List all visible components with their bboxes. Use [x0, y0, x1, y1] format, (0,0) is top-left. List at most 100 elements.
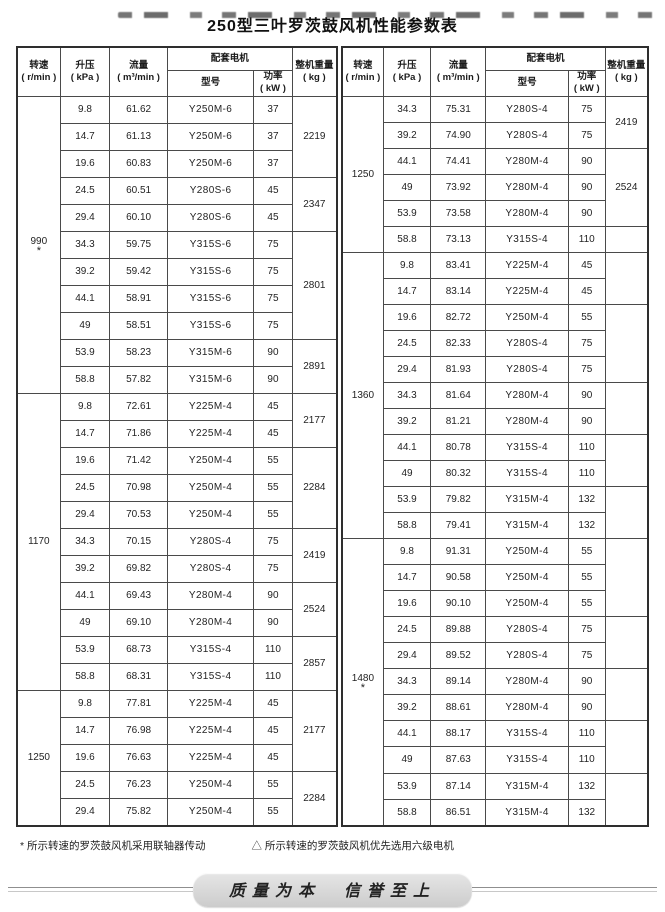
cell-flow: 69.43	[109, 581, 168, 610]
table-row: 24.5 89.88 Y280S-4 75	[342, 616, 649, 670]
cell-model: Y315M-4	[485, 512, 569, 540]
cell-power: 55	[567, 564, 606, 592]
table-row: 58.8 68.31 Y315S-4 110	[17, 662, 337, 691]
cell-pressure: 53.9	[382, 486, 432, 514]
cell-pressure: 29.4	[382, 355, 432, 384]
table-row: 49 58.51 Y315S-6 75	[17, 311, 337, 340]
cell-power: 75	[567, 642, 606, 670]
table-row: 49 69.10 Y280M-4 90	[17, 608, 337, 637]
cell-flow: 71.42	[109, 446, 168, 475]
banner-slogan: 质量为本 信誉至上	[193, 872, 473, 907]
cell-flow: 60.10	[109, 203, 168, 232]
cell-pressure: 29.4	[59, 500, 111, 529]
cell-pressure: 24.5	[382, 329, 432, 358]
col-header-speed: 转速( r/min )	[341, 46, 384, 97]
tables-container: 转速( r/min ) 升压( kPa ) 流量( m³/min ) 配套电机 整机重量…	[0, 46, 665, 827]
cell-flow: 74.90	[430, 121, 487, 149]
cell-pressure: 29.4	[59, 797, 111, 827]
cell-model: Y280S-4	[485, 95, 569, 123]
table-row: 24.5 70.98 Y250M-4 55	[17, 473, 337, 502]
cell-model: Y225M-4	[485, 251, 569, 279]
cell-model: Y315S-4	[485, 720, 569, 748]
cell-power: 90	[253, 608, 293, 637]
cell-model: Y280M-4	[166, 608, 255, 637]
col-header-flow: 流量( m³/min )	[430, 46, 487, 97]
cell-pressure: 44.1	[382, 720, 432, 748]
cell-flow: 70.98	[109, 473, 168, 502]
cell-flow: 81.64	[430, 382, 487, 410]
cell-model: Y250M-4	[485, 538, 569, 566]
cell-flow: 89.88	[430, 616, 487, 644]
cell-model: Y280S-4	[485, 355, 569, 384]
cell-flow: 90.58	[430, 564, 487, 592]
cell-pressure: 19.6	[382, 590, 432, 618]
table-row: 58.8 86.51 Y315M-4 132	[342, 798, 648, 827]
cell-model: Y225M-4	[166, 716, 255, 745]
cell-model: Y315M-4	[485, 772, 569, 800]
cell-power: 37	[253, 122, 293, 151]
cell-model: Y250M-4	[166, 473, 255, 502]
cell-flow: 91.31	[430, 538, 487, 566]
cell-flow: 87.14	[430, 772, 487, 800]
cell-weight: 2524	[291, 581, 338, 637]
table-row: 53.9 73.58 Y280M-4 90	[342, 199, 648, 227]
cell-flow: 83.41	[430, 251, 487, 279]
cell-model: Y315M-4	[485, 486, 569, 514]
cell-power: 90	[253, 365, 293, 394]
cell-model: Y280M-4	[485, 408, 569, 436]
cell-model: Y315S-4	[485, 746, 569, 774]
cell-pressure: 58.8	[59, 365, 111, 394]
cell-power: 75	[253, 527, 293, 556]
cell-model: Y250M-4	[485, 590, 569, 618]
cell-flow: 76.98	[109, 716, 168, 745]
cell-power: 45	[253, 743, 293, 772]
cell-power: 55	[567, 590, 606, 618]
cell-power: 45	[253, 689, 293, 718]
cell-pressure: 44.1	[59, 284, 111, 313]
col-header-speed: 转速( r/min )	[16, 46, 61, 97]
cell-pressure: 9.8	[59, 689, 111, 718]
cell-flow: 86.51	[430, 798, 487, 827]
cell-power: 90	[567, 173, 606, 201]
cell-flow: 60.51	[109, 176, 168, 205]
cell-pressure: 19.6	[59, 743, 111, 772]
cell-flow: 81.21	[430, 408, 487, 436]
cell-weight: 2347	[291, 176, 338, 232]
cell-speed: 990 *	[16, 95, 61, 394]
col-header-flow: 流量( m³/min )	[109, 46, 168, 97]
cell-weight: 2177	[291, 392, 338, 448]
cell-flow: 90.10	[430, 590, 487, 618]
cell-power: 55	[253, 446, 293, 475]
performance-table-left: 转速( r/min ) 升压( kPa ) 流量( m³/min ) 配套电机 整机重量…	[16, 46, 338, 827]
cell-pressure: 49	[59, 608, 111, 637]
cell-model: Y315M-4	[485, 798, 569, 827]
cell-flow: 82.72	[430, 303, 487, 331]
cell-power: 110	[253, 662, 293, 691]
col-header-pressure: 升压( kPa )	[59, 46, 111, 97]
cell-power: 55	[253, 473, 293, 502]
cell-model: Y315S-4	[166, 662, 255, 691]
cell-weight: 2801	[291, 230, 338, 340]
cell-pressure: 39.2	[382, 121, 432, 149]
cell-weight	[604, 772, 649, 827]
col-header-model: 型号	[166, 70, 255, 97]
cell-model: Y225M-4	[166, 392, 255, 421]
cell-pressure: 58.8	[382, 798, 432, 827]
cell-pressure: 19.6	[382, 303, 432, 331]
cell-flow: 76.23	[109, 770, 168, 799]
cell-power: 90	[567, 668, 606, 696]
table-row: 34.3 81.64 Y280M-4 90	[342, 382, 649, 436]
cell-power: 90	[253, 581, 293, 610]
cell-model: Y315S-4	[485, 460, 569, 488]
cell-pressure: 14.7	[382, 277, 432, 305]
cell-weight	[604, 303, 649, 384]
cell-pressure: 24.5	[382, 616, 432, 644]
cell-power: 110	[567, 746, 606, 774]
table-row: 1170 9.8 72.61 Y225M-4 45 2177	[16, 392, 338, 691]
performance-table-right: 转速( r/min ) 升压( kPa ) 流量( m³/min ) 配套电机 整机重量…	[341, 46, 649, 827]
cell-power: 75	[253, 230, 293, 259]
cell-pressure: 14.7	[59, 419, 111, 448]
table-row: 53.9 58.23 Y315M-6 90 2891	[17, 338, 338, 394]
cell-flow: 71.86	[109, 419, 168, 448]
cell-power: 75	[567, 95, 606, 123]
